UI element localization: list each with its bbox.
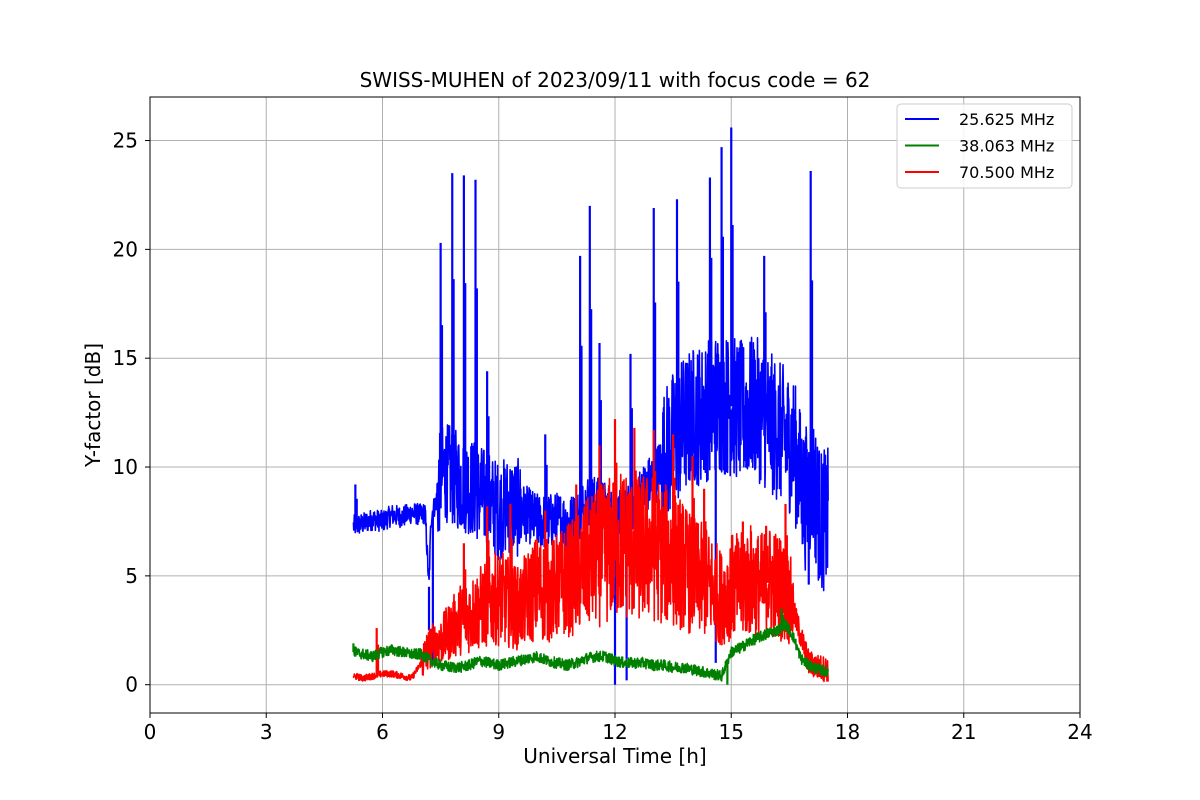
y-axis-label: Y-factor [dB]	[81, 343, 105, 468]
y-tick-label: 20	[113, 237, 138, 261]
y-tick-label: 10	[113, 455, 138, 479]
y-tick-label: 25	[113, 129, 138, 153]
y-tick-label: 15	[113, 346, 138, 370]
axis-ticks: 0 3 6 9 12 15 18 21 24 0 5 10 15 20 25	[113, 129, 1093, 744]
legend-label: 70.500 MHz	[959, 163, 1054, 182]
x-tick-label: 9	[492, 720, 505, 744]
series-line	[352, 619, 829, 682]
x-tick-label: 21	[951, 720, 976, 744]
chart-title: SWISS-MUHEN of 2023/09/11 with focus cod…	[360, 68, 871, 92]
y-tick-label: 0	[125, 673, 138, 697]
series-layer	[352, 127, 829, 685]
x-tick-label: 15	[719, 720, 744, 744]
legend-label: 25.625 MHz	[959, 110, 1054, 129]
series-38-063-MHz-group	[352, 608, 829, 685]
series-70-500-MHz-group	[352, 419, 829, 683]
x-tick-label: 24	[1067, 720, 1092, 744]
legend-box	[896, 103, 1073, 189]
x-tick-label: 12	[602, 720, 627, 744]
x-tick-label: 0	[144, 720, 157, 744]
x-tick-label: 6	[376, 720, 389, 744]
series-25-625-MHz-group	[352, 127, 829, 685]
legend: 25.625 MHz 38.063 MHz 70.500 MHz	[896, 103, 1073, 189]
x-tick-label: 3	[260, 720, 273, 744]
legend-label: 38.063 MHz	[959, 137, 1054, 156]
x-tick-label: 18	[835, 720, 860, 744]
series-line	[352, 469, 829, 683]
x-axis-label: Universal Time [h]	[523, 744, 706, 768]
y-tick-label: 5	[125, 564, 138, 588]
